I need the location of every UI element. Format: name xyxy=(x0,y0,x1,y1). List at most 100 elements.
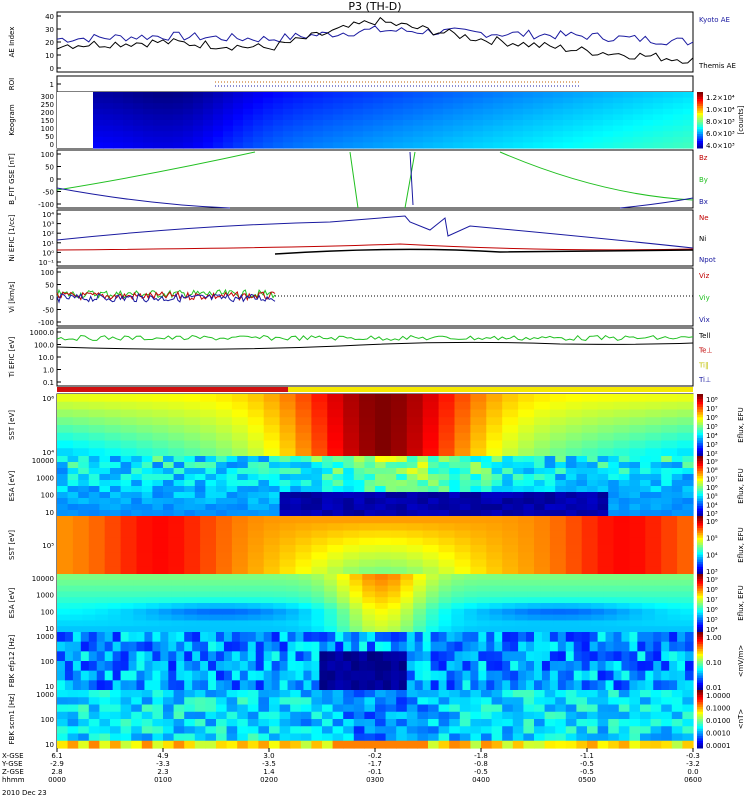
y-tick-label: -100 xyxy=(38,319,54,327)
colorbar-tick-label: 0.1000 xyxy=(706,705,731,713)
colorbar-cell xyxy=(697,432,703,436)
panel-ylabel: Ni EFIC [1/cc] xyxy=(8,214,16,261)
colorbar-cell xyxy=(697,627,703,631)
colorbar-cell xyxy=(697,636,703,640)
colorbar-cell xyxy=(697,731,703,734)
legend-entry: Te⊥ xyxy=(698,347,713,355)
colorbar-cell xyxy=(697,448,703,452)
colorbar-cell xyxy=(697,561,703,565)
colorbar-cell xyxy=(697,113,703,116)
colorbar-cell xyxy=(697,610,703,614)
colorbar-cell xyxy=(697,651,703,655)
colorbar-cell xyxy=(697,663,703,667)
panel-ylabel: ROI xyxy=(8,78,16,90)
y-tick-label: 1.0 xyxy=(43,367,54,375)
colorbar-cell xyxy=(697,726,703,730)
y-tick-label: 1000.0 xyxy=(30,329,55,337)
panel-ylabel: B_FIT GSE [nT] xyxy=(8,153,16,205)
colorbar-cell xyxy=(697,733,703,737)
colorbar-cell xyxy=(697,743,703,747)
footer-value: -1.1 xyxy=(580,752,594,760)
colorbar-cell xyxy=(697,458,703,462)
colorbar-cell xyxy=(697,721,703,725)
y-tick-label: 1000 xyxy=(36,691,54,699)
panel-ylabel: Keogram xyxy=(8,104,16,135)
y-tick-label: 10⁴ xyxy=(42,211,54,219)
colorbar-unit: Eflux, EFU xyxy=(737,585,745,620)
colorbar-cell xyxy=(697,532,703,536)
footer-value: 0600 xyxy=(684,776,702,784)
colorbar-cell xyxy=(697,463,703,467)
panel-ylabel: FBK scm1 [Hz] xyxy=(8,693,16,744)
colorbar-cell xyxy=(697,404,703,408)
colorbar-cell xyxy=(697,506,703,509)
colorbar-cell xyxy=(697,427,703,431)
colorbar-tick-label: 10³ xyxy=(706,441,718,449)
colorbar-cell xyxy=(697,409,703,413)
footer-value: 4.9 xyxy=(157,752,168,760)
colorbar-cell xyxy=(697,687,703,691)
footer-value: -0.5 xyxy=(474,768,488,776)
colorbar-cell xyxy=(697,574,703,577)
colorbar-tick-label: 10⁴ xyxy=(706,432,718,440)
panel-ylabel: ESA [eV] xyxy=(8,587,16,618)
colorbar-cell xyxy=(697,603,703,606)
footer-value: -3.2 xyxy=(686,760,700,768)
npot-line xyxy=(56,215,694,249)
panel-ylabel: Vi [km/s] xyxy=(8,281,16,312)
colorbar-cell xyxy=(697,571,703,575)
legend-entry: Npot xyxy=(699,256,716,264)
colorbar-cell xyxy=(697,661,703,664)
colorbar-tick-label: 10⁸ xyxy=(706,586,718,594)
y-tick-label: 50 xyxy=(45,164,54,172)
y-tick-label: 10000 xyxy=(32,575,54,583)
footer-value: 1.4 xyxy=(263,768,275,776)
y-tick-label: 100 xyxy=(41,492,54,500)
te-perp-line xyxy=(56,334,694,342)
footer-value: -0.5 xyxy=(580,760,594,768)
footer-value: -0.8 xyxy=(474,760,488,768)
panel-frame xyxy=(56,209,694,267)
colorbar-cell xyxy=(697,578,703,582)
footer-row-label: X-GSE xyxy=(2,752,24,760)
colorbar-tick-label: 0.0001 xyxy=(706,742,731,750)
colorbar-cell xyxy=(697,110,703,114)
colorbar-tick-label: 10⁷ xyxy=(706,596,718,604)
colorbar-tick-label: 10⁵ xyxy=(706,616,718,624)
y-tick-label: 0 xyxy=(50,294,54,302)
y-tick-label: 100 xyxy=(41,716,54,724)
y-tick-label: 10⁵ xyxy=(42,542,54,550)
colorbar-cell xyxy=(697,590,703,594)
colorbar-cell xyxy=(697,540,703,544)
colorbar-tick-label: 0.0100 xyxy=(706,717,731,725)
colorbar-cell xyxy=(697,653,703,657)
colorbar-cell xyxy=(697,719,703,722)
panel-ylabel: AE Index xyxy=(8,27,16,58)
colorbar-cell xyxy=(697,706,703,710)
colorbar-cell xyxy=(697,607,703,611)
y-tick-label: 150 xyxy=(41,117,54,125)
colorbar xyxy=(697,92,703,149)
plot-title: P3 (TH-D) xyxy=(348,0,401,13)
colorbar-tick-label: 1.0×10⁴ xyxy=(706,106,735,114)
y-tick-label: 10² xyxy=(42,230,54,238)
legend-entry: Themis AE xyxy=(698,62,736,70)
colorbar-cell xyxy=(697,511,703,514)
ae-series-line xyxy=(56,16,694,64)
colorbar-cell xyxy=(697,677,703,681)
by-line xyxy=(56,151,694,209)
colorbar-cell xyxy=(697,709,703,713)
colorbar-tick-label: 10⁶ xyxy=(706,606,718,614)
mode-bar xyxy=(57,387,693,392)
footer-row-label: Y-GSE xyxy=(1,760,23,768)
colorbar-tick-label: 1.2×10⁴ xyxy=(706,94,735,102)
legend-entry: Ne xyxy=(699,214,709,222)
colorbar-cell xyxy=(697,513,703,517)
colorbar-cell xyxy=(697,583,703,587)
colorbar-cell xyxy=(697,559,703,563)
colorbar-cell xyxy=(697,549,703,553)
colorbar-tick-label: 0.01 xyxy=(706,684,722,692)
colorbar-cell xyxy=(697,498,703,502)
colorbar-cell xyxy=(697,101,703,105)
y-tick-label: 50 xyxy=(45,282,54,290)
